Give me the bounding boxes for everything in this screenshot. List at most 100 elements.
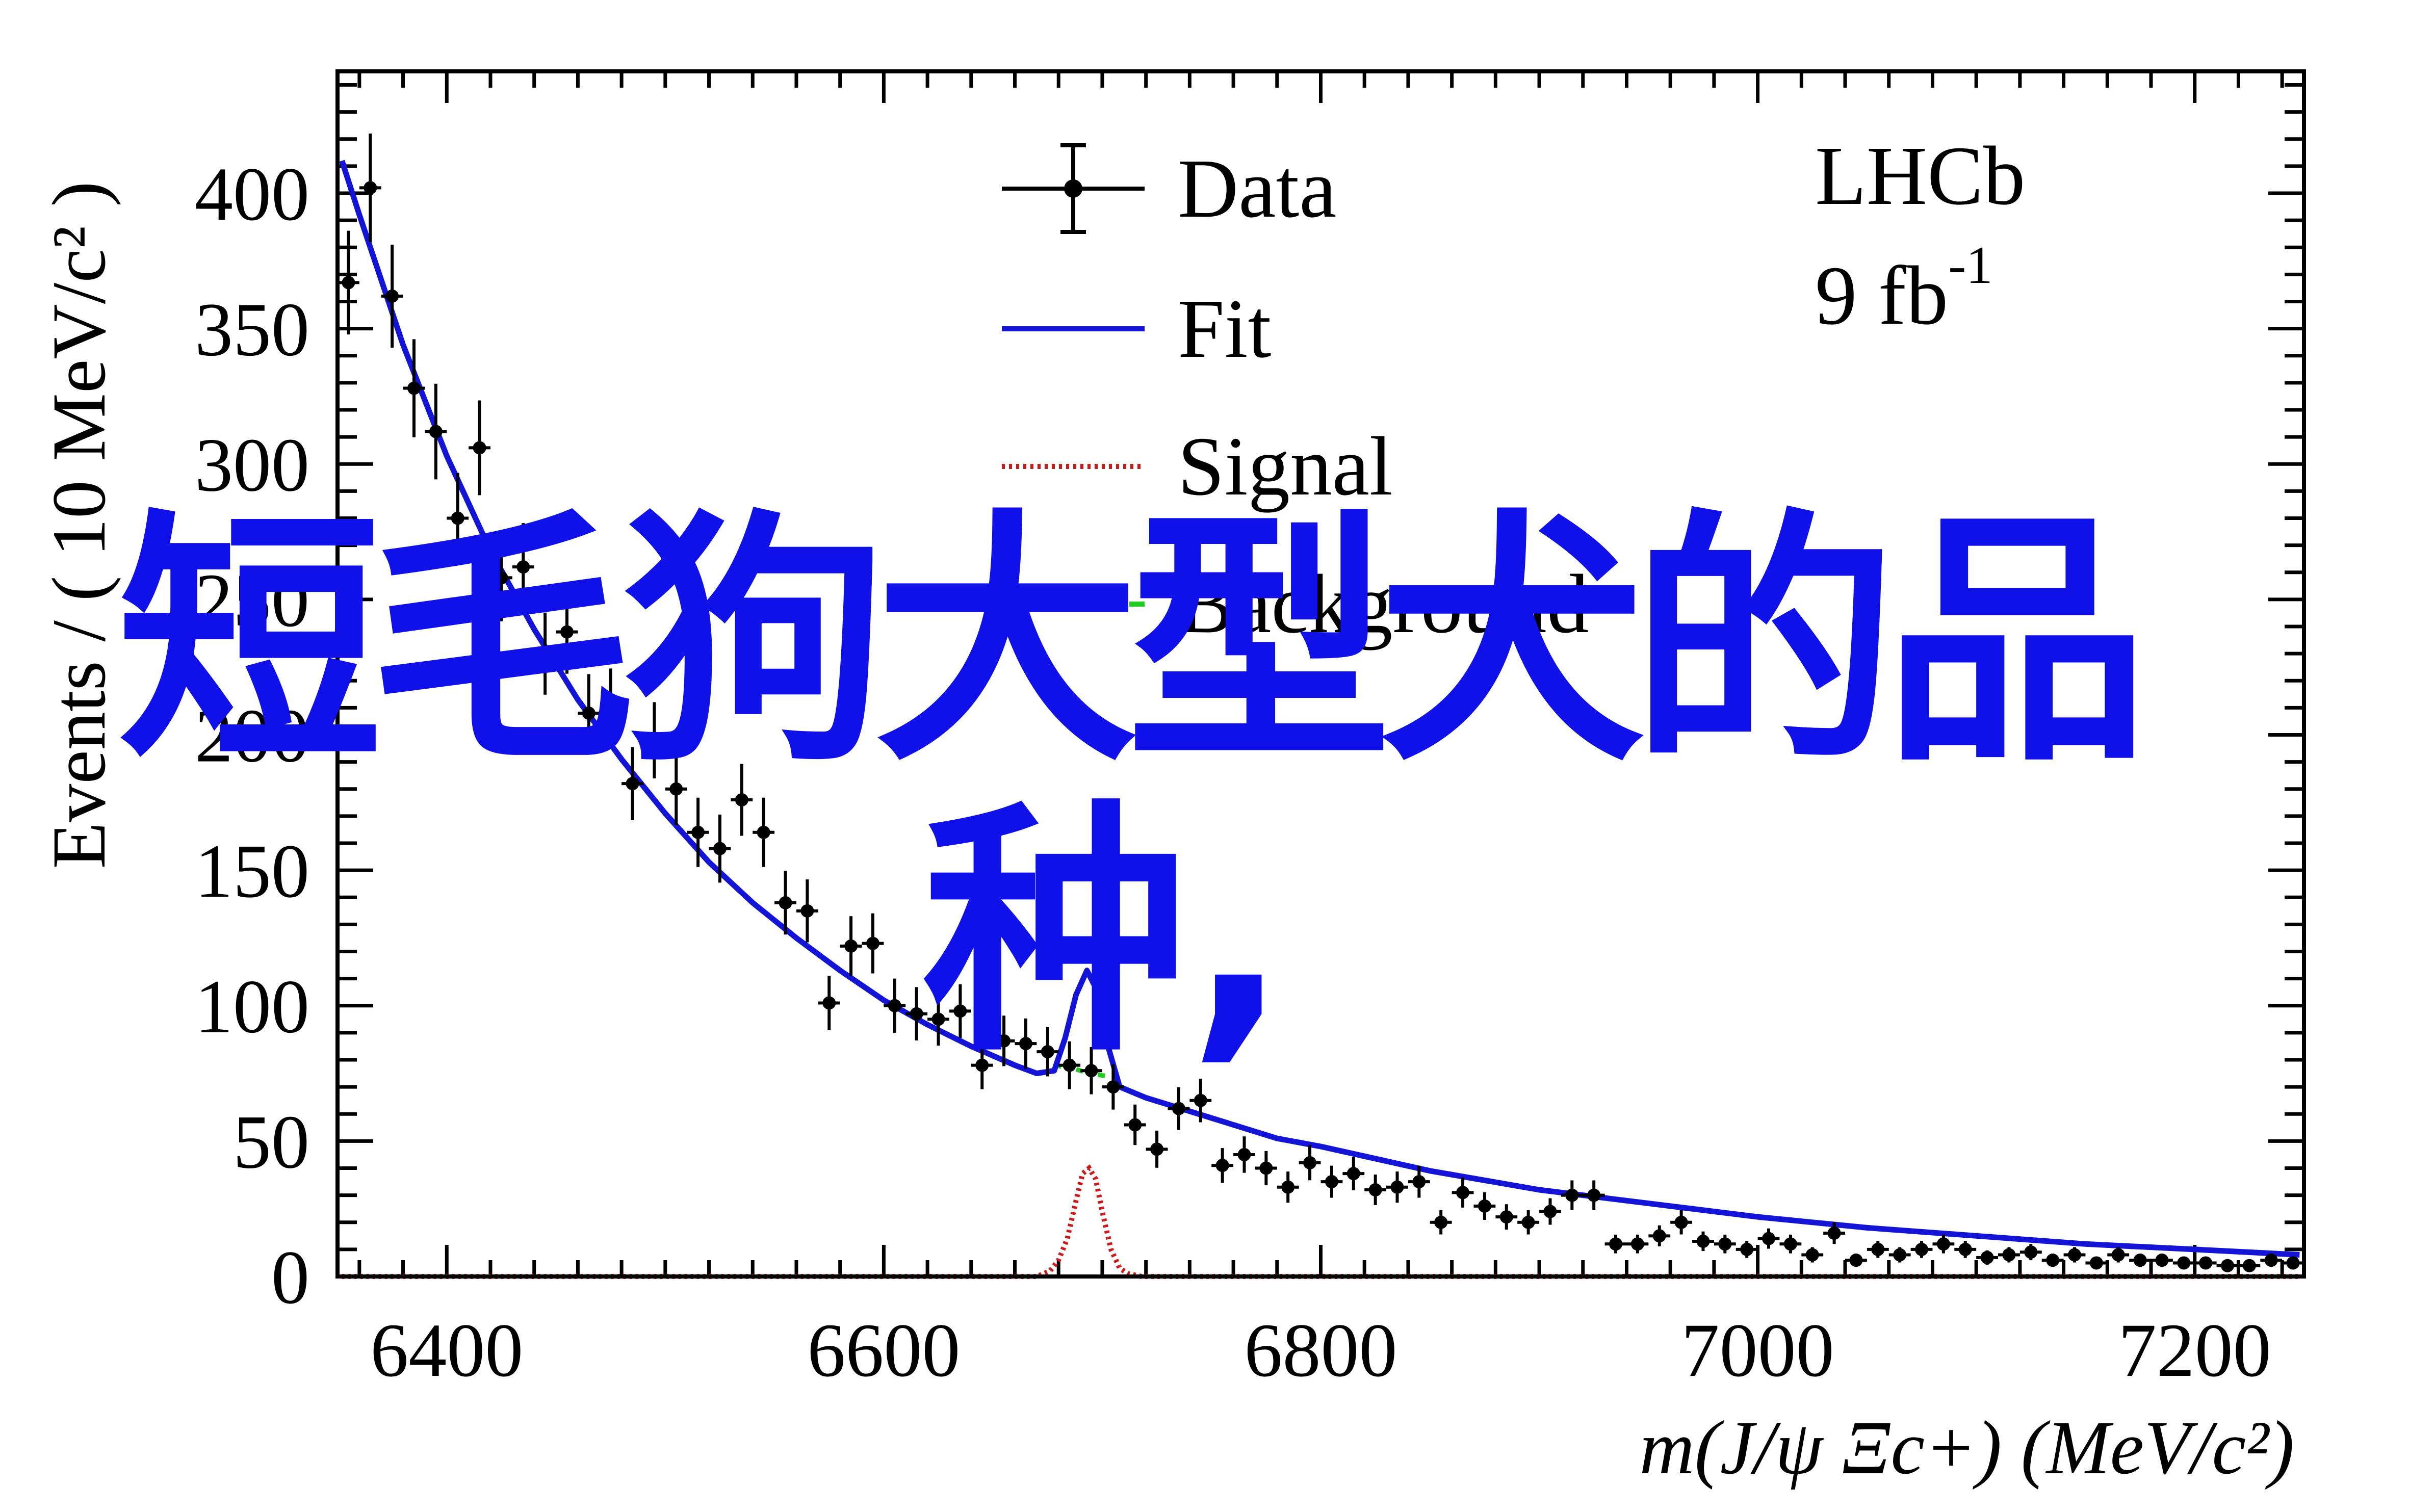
data-point-marker — [1936, 1237, 1950, 1251]
data-point-marker — [931, 1012, 945, 1026]
data-point — [2107, 1247, 2130, 1263]
y-tick-label: 300 — [195, 423, 309, 507]
data-point — [600, 668, 622, 747]
data-point — [2085, 1256, 2108, 1270]
data-point — [1867, 1241, 1889, 1258]
data-point-marker — [1063, 1058, 1076, 1072]
data-point — [1386, 1171, 1408, 1203]
data-point — [1932, 1234, 1955, 1254]
data-point — [1015, 1018, 1037, 1069]
data-point-marker — [2002, 1248, 2016, 1262]
data-point — [643, 702, 665, 778]
legend-entry-data: Data — [1002, 142, 1336, 235]
data-point — [447, 473, 469, 564]
data-point — [1124, 1104, 1146, 1145]
x-tick-label: 6400 — [370, 1308, 523, 1393]
data-point-marker — [1849, 1254, 1863, 1267]
data-point-marker — [735, 793, 748, 807]
data-point — [1233, 1136, 1255, 1173]
data-point-marker — [691, 825, 705, 839]
axis-ticks — [338, 71, 2304, 1279]
data-point-marker — [2089, 1256, 2103, 1270]
data-point-marker — [495, 571, 508, 585]
data-point — [1845, 1254, 1867, 1267]
data-point-marker — [1478, 1199, 1491, 1213]
data-point-marker — [451, 511, 464, 525]
plot-frame — [335, 69, 2306, 1279]
data-point-marker — [2286, 1256, 2300, 1270]
data-point — [1801, 1247, 1824, 1263]
data-point — [1168, 1087, 1190, 1130]
data-point — [1714, 1234, 1736, 1254]
data-point-marker — [1871, 1242, 1885, 1256]
legend-entry-signal: Signal — [1002, 420, 1393, 513]
data-point-marker — [1041, 1045, 1054, 1059]
data-point-marker — [647, 734, 661, 747]
data-point — [1998, 1247, 2020, 1263]
data-point-marker — [516, 560, 530, 574]
data-point — [884, 978, 906, 1033]
data-point — [840, 916, 862, 976]
tick-labels: 6400 6600 6800 7000 7200 0 50 100 150 200 250 300 35… — [195, 152, 2271, 1393]
data-point — [2063, 1247, 2086, 1263]
fit-curve — [339, 160, 2300, 1258]
data-point — [490, 534, 512, 621]
data-point — [512, 523, 534, 611]
data-point — [687, 797, 709, 867]
data-point-marker — [538, 647, 552, 661]
data-point — [1888, 1247, 1911, 1263]
data-point-marker — [626, 777, 639, 791]
data-point — [2041, 1254, 2064, 1267]
data-point-marker — [1543, 1205, 1557, 1218]
data-point — [1189, 1078, 1212, 1123]
data-point-marker — [713, 842, 727, 855]
y-tick-label: 400 — [195, 152, 309, 237]
data-point-marker — [1565, 1188, 1579, 1202]
y-tick-label: 50 — [233, 1100, 309, 1184]
data-point — [1495, 1204, 1518, 1230]
data-point-marker — [1499, 1210, 1513, 1224]
data-point-marker — [1106, 1080, 1120, 1094]
data-point — [1626, 1234, 1649, 1254]
data-point-marker — [1609, 1237, 1623, 1251]
data-point — [1058, 1041, 1081, 1089]
data-point — [1342, 1157, 1365, 1190]
data-point-marker — [2155, 1254, 2169, 1267]
data-point-marker — [1587, 1188, 1601, 1202]
data-point — [949, 984, 971, 1038]
data-point-marker — [1325, 1175, 1338, 1189]
data-point-marker — [604, 701, 617, 715]
data-point — [2238, 1259, 2261, 1272]
y-tick-label: 350 — [195, 288, 309, 372]
y-tick-label: 250 — [195, 558, 309, 643]
luminosity-value: 9 fb — [1815, 249, 1948, 342]
data-point-marker — [2177, 1256, 2191, 1270]
data-point — [1320, 1165, 1343, 1198]
data-point-marker — [1456, 1186, 1470, 1200]
data-point-marker — [1893, 1248, 1907, 1262]
data-point-marker — [800, 904, 814, 918]
data-point-marker — [1718, 1237, 1732, 1251]
data-point — [338, 230, 359, 335]
data-point-marker — [473, 441, 486, 455]
data-point-marker — [669, 782, 683, 796]
data-point — [2172, 1256, 2195, 1270]
data-point — [1430, 1210, 1452, 1235]
data-point — [1299, 1145, 1321, 1181]
data-point — [971, 1041, 993, 1089]
data-point — [927, 993, 949, 1046]
experiment-label: LHCb — [1815, 129, 2026, 222]
data-point-marker — [1958, 1242, 1972, 1256]
data-point-marker — [1827, 1227, 1841, 1240]
data-point-marker — [342, 276, 355, 290]
data-point — [731, 764, 753, 836]
data-point — [818, 976, 840, 1030]
legend-label-background: Background — [1178, 557, 1589, 650]
data-point — [753, 797, 775, 867]
data-point-marker — [1390, 1180, 1404, 1194]
data-point — [534, 612, 556, 695]
data-point — [1604, 1234, 1627, 1254]
data-point-marker — [975, 1058, 989, 1072]
data-point — [1255, 1151, 1277, 1186]
data-point — [1102, 1064, 1124, 1110]
